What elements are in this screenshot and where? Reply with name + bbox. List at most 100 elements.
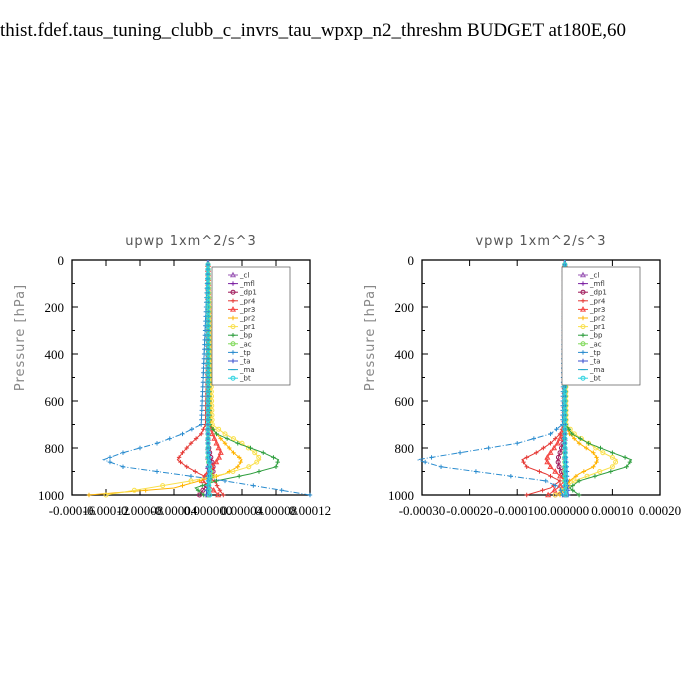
chart2-legend-marker <box>580 358 586 364</box>
chart1-data-point <box>184 464 189 469</box>
chart2-legend-label: _mfl <box>589 280 605 288</box>
chart1-data-point <box>120 450 126 455</box>
chart2-data-point <box>600 450 606 456</box>
chart2-legend-marker <box>580 298 586 303</box>
chart1-data-point <box>214 478 219 484</box>
chart1-legend-label: _pr3 <box>239 306 255 314</box>
chart1-data-point <box>201 427 206 432</box>
chart1-legend-label: _bp <box>239 332 253 340</box>
chart2-data-point <box>570 483 575 488</box>
chart1-data-point <box>205 407 211 413</box>
chart1-data-point <box>275 459 280 465</box>
chart1-legend-label: _pr1 <box>239 323 255 331</box>
chart1-data-point <box>205 271 211 277</box>
chart2-data-point <box>563 473 569 479</box>
chart1-data-point <box>180 431 185 437</box>
chart1-data-point <box>231 436 236 442</box>
chart1-data-point <box>205 389 211 395</box>
chart2-y-tick-label: 800 <box>395 441 415 456</box>
chart1-data-point <box>235 464 240 469</box>
chart1-data-point <box>201 356 207 361</box>
chart1-data-point <box>107 459 113 465</box>
chart1-data-point <box>205 370 211 376</box>
chart1-data-point <box>103 492 109 498</box>
chart1-data-point <box>195 488 201 493</box>
chart1-data-point <box>193 469 198 474</box>
chart2-data-point <box>581 469 587 474</box>
chart2-data-point <box>554 439 561 446</box>
chart2-data-point <box>422 459 428 465</box>
chart1-data-point <box>180 483 185 488</box>
chart1-data-point <box>252 450 258 456</box>
chart1-data-point <box>210 427 216 432</box>
chart1-data-point <box>205 393 211 399</box>
chart1-data-point <box>251 483 256 488</box>
chart2-data-point <box>547 449 554 455</box>
chart1-data-point <box>205 384 211 390</box>
chart1-data-point <box>207 469 213 474</box>
chart1-x-tick-label: -0.00004 <box>151 503 198 518</box>
chart1-data-point <box>205 351 211 357</box>
chart1-legend-marker <box>230 350 236 355</box>
chart2-legend: _cl_mfl_dp1_pr4_pr3_pr2_pr1_bp_ac_tp_ta_… <box>561 266 641 386</box>
chart2-legend-label: _bp <box>589 332 603 340</box>
chart2-data-point <box>562 454 568 460</box>
chart2-data-point <box>551 444 558 451</box>
chart1-legend-marker <box>230 375 236 381</box>
chart1-data-point <box>206 459 212 465</box>
chart2-data-point <box>576 492 582 498</box>
chart2-data-point <box>552 492 558 498</box>
chart1-series-line <box>176 259 224 496</box>
chart1-legend-marker <box>229 306 237 312</box>
chart2-legend-label: _tp <box>589 349 601 357</box>
chart2-data-point <box>613 459 619 465</box>
chart2-data-point <box>562 445 568 451</box>
chart2-data-point <box>563 469 569 474</box>
chart1-data-point <box>199 417 204 422</box>
chart1-x-tick-label: -0.00012 <box>83 503 130 518</box>
chart1-data-point <box>131 487 137 493</box>
chart1-legend-marker <box>230 358 236 364</box>
chart1-data-point <box>230 469 236 474</box>
chart1-data-point <box>205 342 211 348</box>
chart1-data-point <box>205 309 211 315</box>
chart1-legend-marker <box>229 271 237 278</box>
chart1-data-point <box>238 459 243 465</box>
chart1-series-line <box>105 259 262 496</box>
chart2-data-point <box>541 445 546 451</box>
chart1-data-point <box>199 403 205 408</box>
chart2-data-point <box>562 483 568 489</box>
chart1-data-point <box>205 304 211 310</box>
chart1-data-point <box>200 389 205 394</box>
chart1-data-point <box>205 262 211 268</box>
chart1-data-point <box>261 450 266 455</box>
chart2-data-point <box>562 393 568 399</box>
chart1-data-point <box>199 422 204 427</box>
chart2-legend-label: _ta <box>589 358 601 366</box>
chart2-data-point <box>534 450 539 455</box>
chart2-legend-marker <box>580 341 586 347</box>
chart2-legend-label: _ma <box>589 366 605 374</box>
chart1-x-tick-label: -0.00016 <box>49 503 96 518</box>
chart2-legend-marker <box>580 350 586 355</box>
chart2-legend-label: _dp1 <box>589 289 607 297</box>
chart2-data-point <box>598 445 603 451</box>
chart2-data-point <box>591 464 596 469</box>
chart2-data-point <box>591 450 596 455</box>
chart1-data-point <box>193 436 199 441</box>
chart1-data-point <box>205 431 211 437</box>
chart2-legend-marker <box>580 289 586 295</box>
chart1-data-point <box>176 455 182 460</box>
chart1-data-point <box>273 464 279 469</box>
chart2-data-point <box>594 459 599 465</box>
chart1-legend-marker <box>230 298 236 303</box>
chart1-legend-label: _cl <box>239 272 249 280</box>
chart2-data-point <box>547 463 554 469</box>
chart2-data-point <box>457 450 463 455</box>
chart2-data-point <box>524 492 529 498</box>
chart1-data-point <box>235 441 240 446</box>
chart1-data-point <box>205 379 211 385</box>
chart2-data-point <box>609 454 615 460</box>
chart2-legend-label: _bt <box>589 375 601 383</box>
chart1-data-point <box>205 417 211 423</box>
